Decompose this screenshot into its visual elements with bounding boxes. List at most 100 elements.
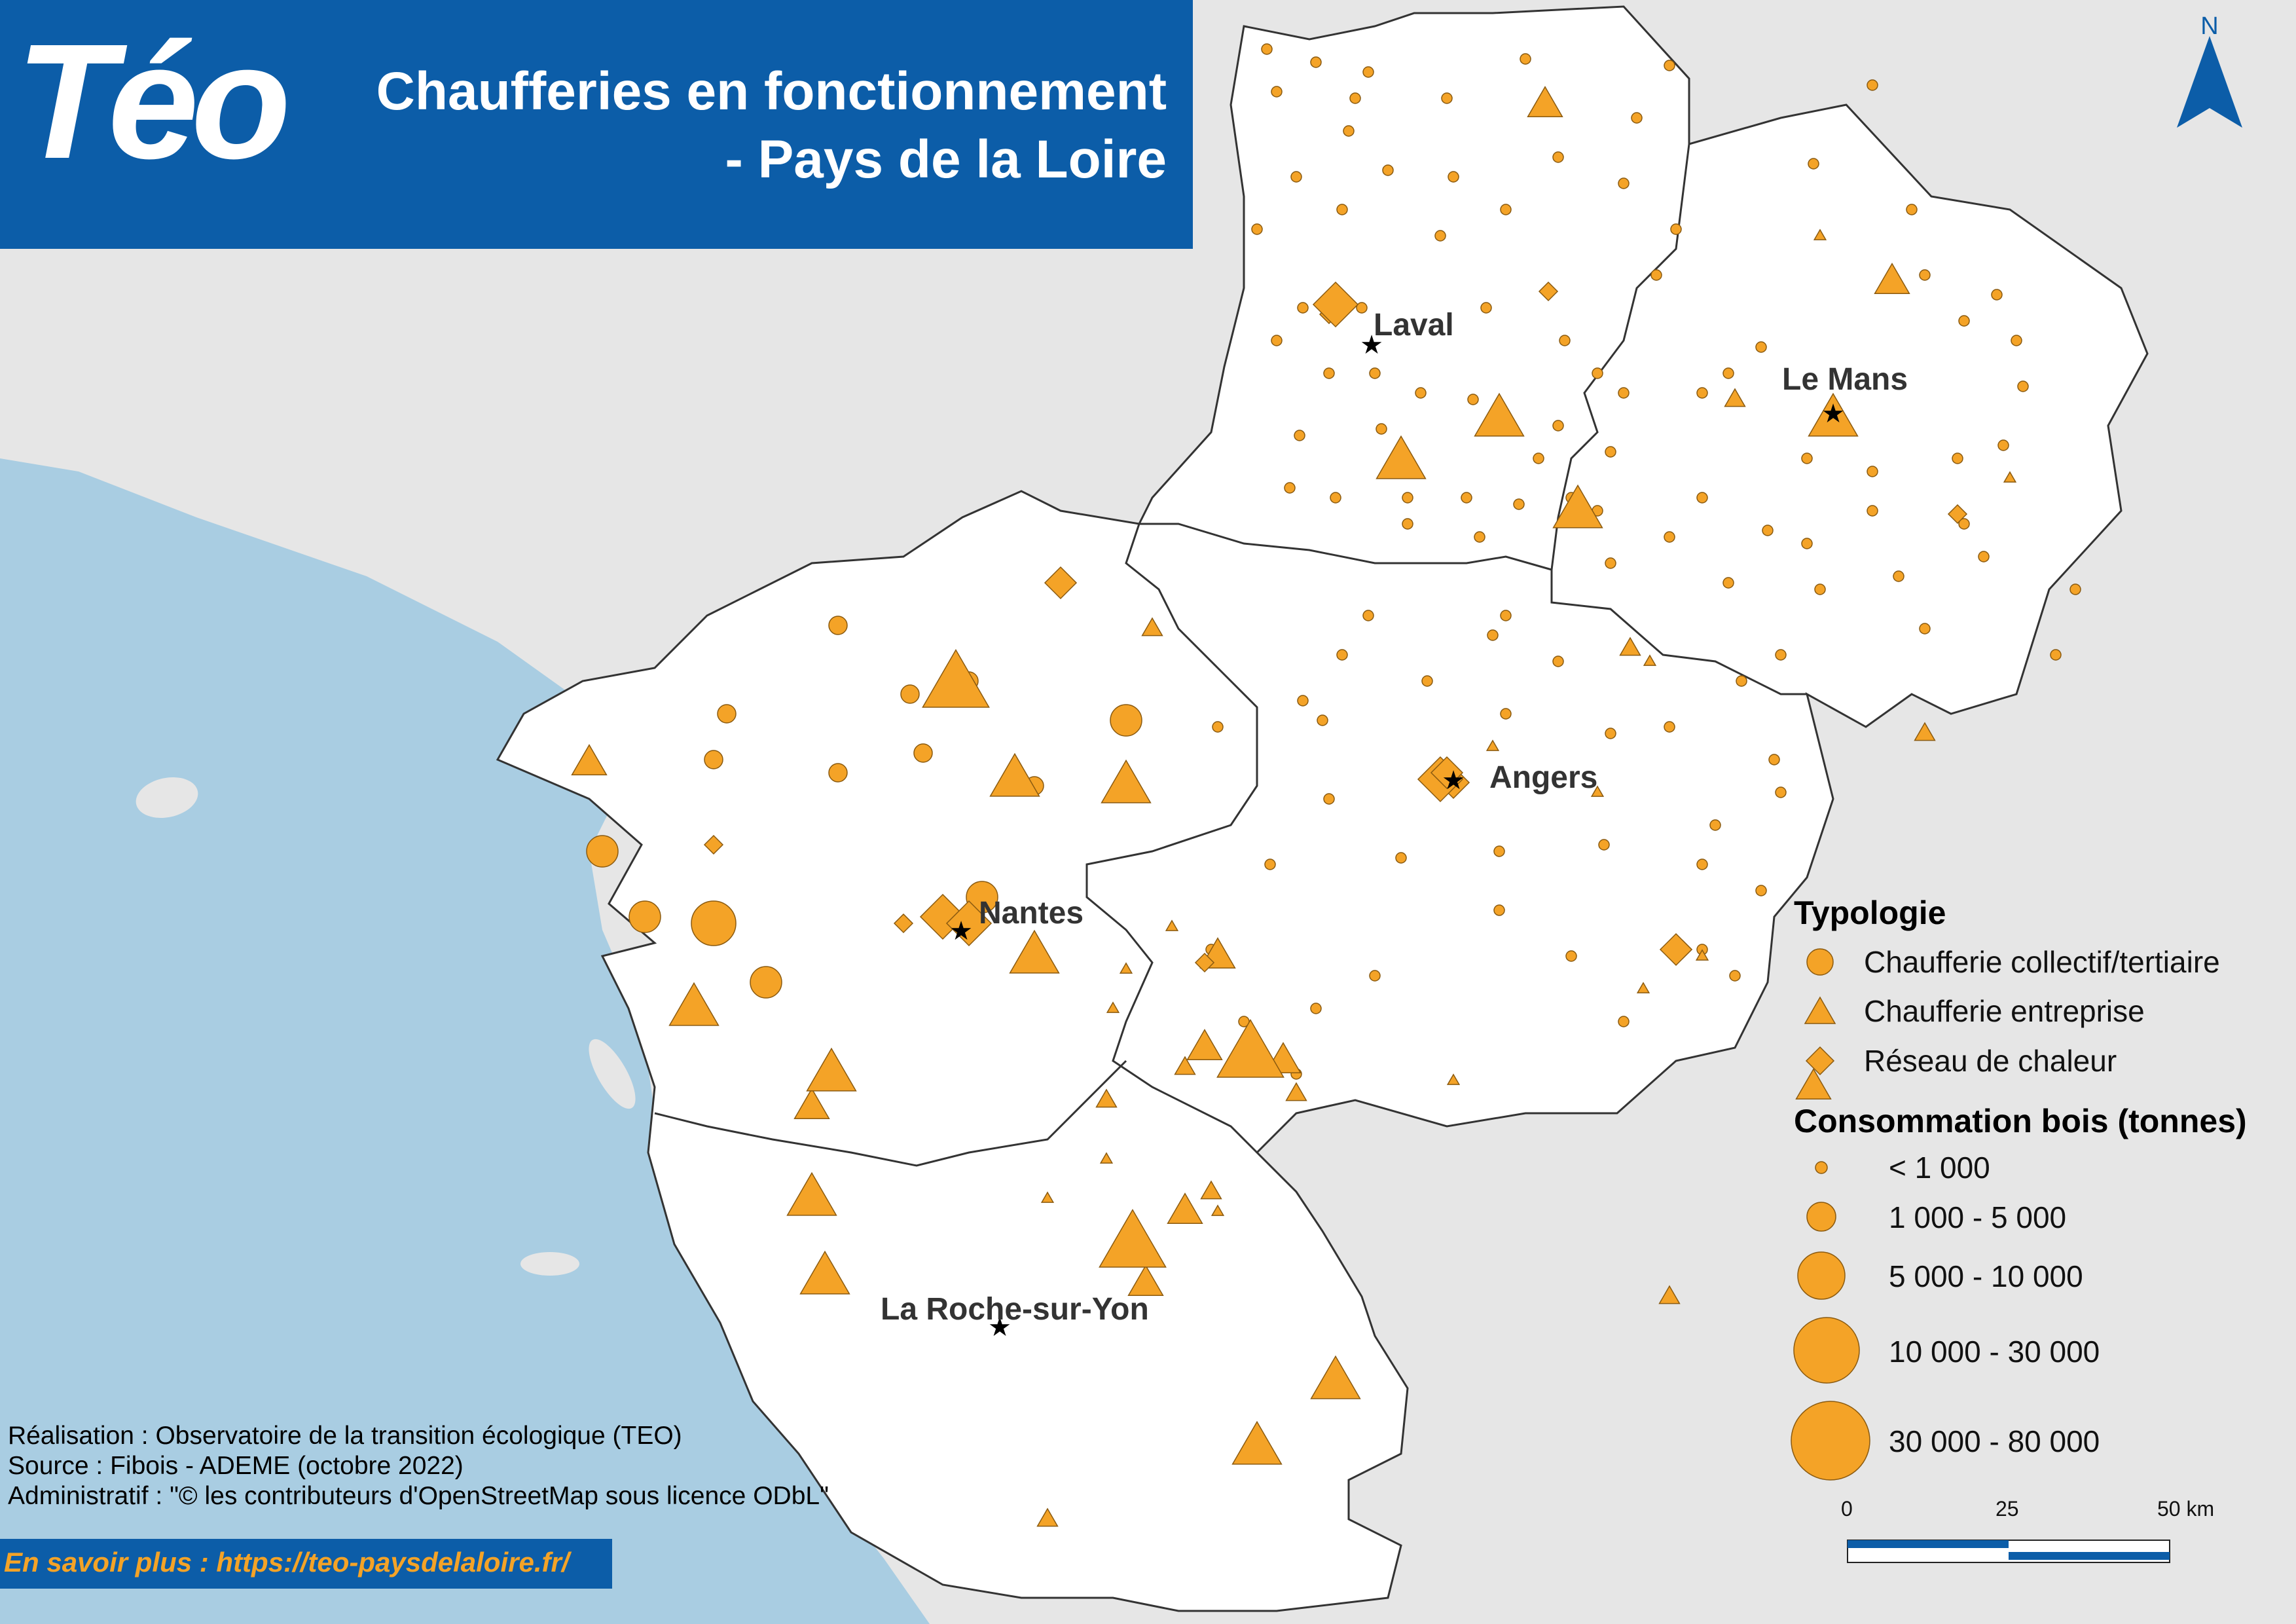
map-circle-symbol	[1650, 269, 1662, 281]
map-circle-symbol	[1978, 551, 1990, 563]
map-circle-symbol	[1670, 223, 1682, 235]
map-diamond-symbol	[893, 913, 914, 934]
more-info-link[interactable]: En savoir plus : https://teo-paysdelaloi…	[4, 1547, 570, 1578]
north-arrow: N	[2177, 12, 2242, 128]
map-circle-symbol	[1775, 786, 1787, 798]
map-circle-symbol	[1434, 230, 1446, 242]
map-circle-symbol	[1212, 721, 1224, 733]
map-circle-symbol	[1867, 505, 1878, 517]
map-circle-symbol	[629, 900, 661, 933]
map-triangle-symbol	[1552, 484, 1603, 528]
map-circle-symbol	[1592, 367, 1603, 379]
map-triangle-symbol	[1036, 1507, 1059, 1527]
map-circle-symbol	[1801, 538, 1813, 549]
map-triangle-symbol	[1141, 617, 1163, 637]
map-circle-symbol	[1421, 675, 1433, 687]
map-circle-symbol	[750, 966, 782, 999]
map-circle-symbol	[1500, 708, 1512, 720]
map-triangle-symbol	[1119, 962, 1133, 974]
scale-label-50: 50 km	[2157, 1497, 2215, 1521]
map-diamond-symbol	[1194, 952, 1215, 973]
map-triangle-symbol	[1200, 1180, 1222, 1200]
map-triangle-symbol	[1216, 1019, 1285, 1078]
map-triangle-symbol	[1695, 949, 1709, 961]
map-circle-symbol	[1598, 839, 1610, 851]
map-triangle-symbol	[2003, 471, 2017, 483]
map-triangle-symbol	[1527, 86, 1563, 117]
map-circle-symbol	[1356, 302, 1368, 314]
map-circle-symbol	[1952, 452, 1963, 464]
map-circle-symbol	[1664, 721, 1675, 733]
map-triangle-symbol	[1099, 1152, 1114, 1164]
map-circle-symbol	[1317, 714, 1328, 726]
map-triangle-symbol	[668, 982, 720, 1026]
scale-seg-1	[1848, 1540, 2009, 1548]
city-label-la-roche: La Roche-sur-Yon	[881, 1292, 1149, 1327]
map-triangle-symbol	[1795, 1068, 1832, 1099]
legend-class-5: 30 000 - 80 000	[1889, 1424, 2100, 1458]
map-triangle-symbol	[786, 1172, 837, 1216]
map-triangle-symbol	[793, 1088, 830, 1119]
map-circle-symbol	[1709, 819, 1721, 831]
map-circle-symbol	[1474, 531, 1485, 543]
map-triangle-symbol	[1874, 263, 1910, 294]
map-circle-symbol	[1271, 86, 1283, 98]
map-circle-symbol	[1297, 695, 1309, 707]
map-circle-symbol	[1605, 446, 1616, 458]
map-circle-symbol	[913, 743, 933, 763]
map-circle-symbol	[1395, 852, 1407, 864]
map-circle-symbol	[1294, 430, 1305, 441]
map-circle-symbol	[1330, 492, 1341, 504]
legend-size-5-icon	[1791, 1401, 1870, 1481]
credits: Réalisation : Observatoire de la transit…	[8, 1421, 829, 1511]
map-circle-symbol	[1605, 728, 1616, 739]
sea	[0, 458, 930, 1624]
map-triangle-symbol	[1724, 388, 1746, 407]
map-triangle-symbol	[1127, 1264, 1164, 1296]
map-circle-symbol	[1814, 583, 1826, 595]
map-triangle-symbol	[1619, 637, 1641, 656]
map-circle-symbol	[1906, 204, 1918, 215]
map-circle-symbol	[1441, 92, 1453, 104]
city-markers: ★ ★ ★ ★ ★	[949, 331, 1845, 1342]
map-circle-symbol	[1520, 53, 1531, 65]
legend-class-2: 1 000 - 5 000	[1889, 1200, 2067, 1234]
map-triangle-symbol	[1485, 739, 1500, 751]
map-circle-symbol	[900, 684, 920, 704]
legend-size-3-icon	[1797, 1251, 1846, 1300]
map-triangle-symbol	[1590, 785, 1605, 797]
title-banner: Téo Chaufferies en fonctionnement - Pays…	[0, 0, 1193, 249]
map-triangle-symbol	[1106, 1001, 1120, 1013]
map-triangle-symbol	[1813, 229, 1827, 240]
map-circle-symbol	[1958, 518, 1970, 530]
island-belle-ile	[136, 777, 198, 818]
map-circle-symbol	[1893, 570, 1904, 582]
map-triangle-symbol	[1658, 1285, 1681, 1304]
legend-class-4: 10 000 - 30 000	[1889, 1335, 2100, 1369]
map-circle-symbol	[1919, 623, 1931, 635]
map-circle-symbol	[1110, 704, 1142, 737]
map-circle-symbol	[2011, 335, 2022, 346]
map-circle-symbol	[717, 704, 737, 724]
map-circle-symbol	[1552, 151, 1564, 163]
map-diamond-symbol	[703, 834, 724, 855]
map-circle-symbol	[1500, 610, 1512, 621]
north-arrow-icon	[2177, 36, 2242, 128]
map-circle-symbol	[1448, 171, 1459, 183]
map-circle-symbol	[1801, 452, 1813, 464]
map-circle-symbol	[1736, 675, 1747, 687]
map-circle-symbol	[1336, 649, 1348, 661]
legend-size-2-icon	[1806, 1202, 1836, 1232]
map-circle-symbol	[1768, 754, 1780, 766]
map-circle-symbol	[1552, 655, 1564, 667]
map-triangle-symbol	[1643, 654, 1657, 666]
map-triangle-symbol	[1446, 1073, 1461, 1085]
map-triangle-symbol	[1914, 722, 1936, 741]
map-triangle-symbol	[922, 649, 990, 708]
map-circle-symbol	[1696, 858, 1708, 870]
legend-size-1-icon	[1815, 1161, 1828, 1174]
map-diamond-symbol	[1430, 756, 1464, 790]
map-circle-symbol	[1565, 950, 1577, 962]
map-triangle-symbol	[571, 744, 608, 775]
map-triangle-symbol	[1101, 759, 1152, 803]
